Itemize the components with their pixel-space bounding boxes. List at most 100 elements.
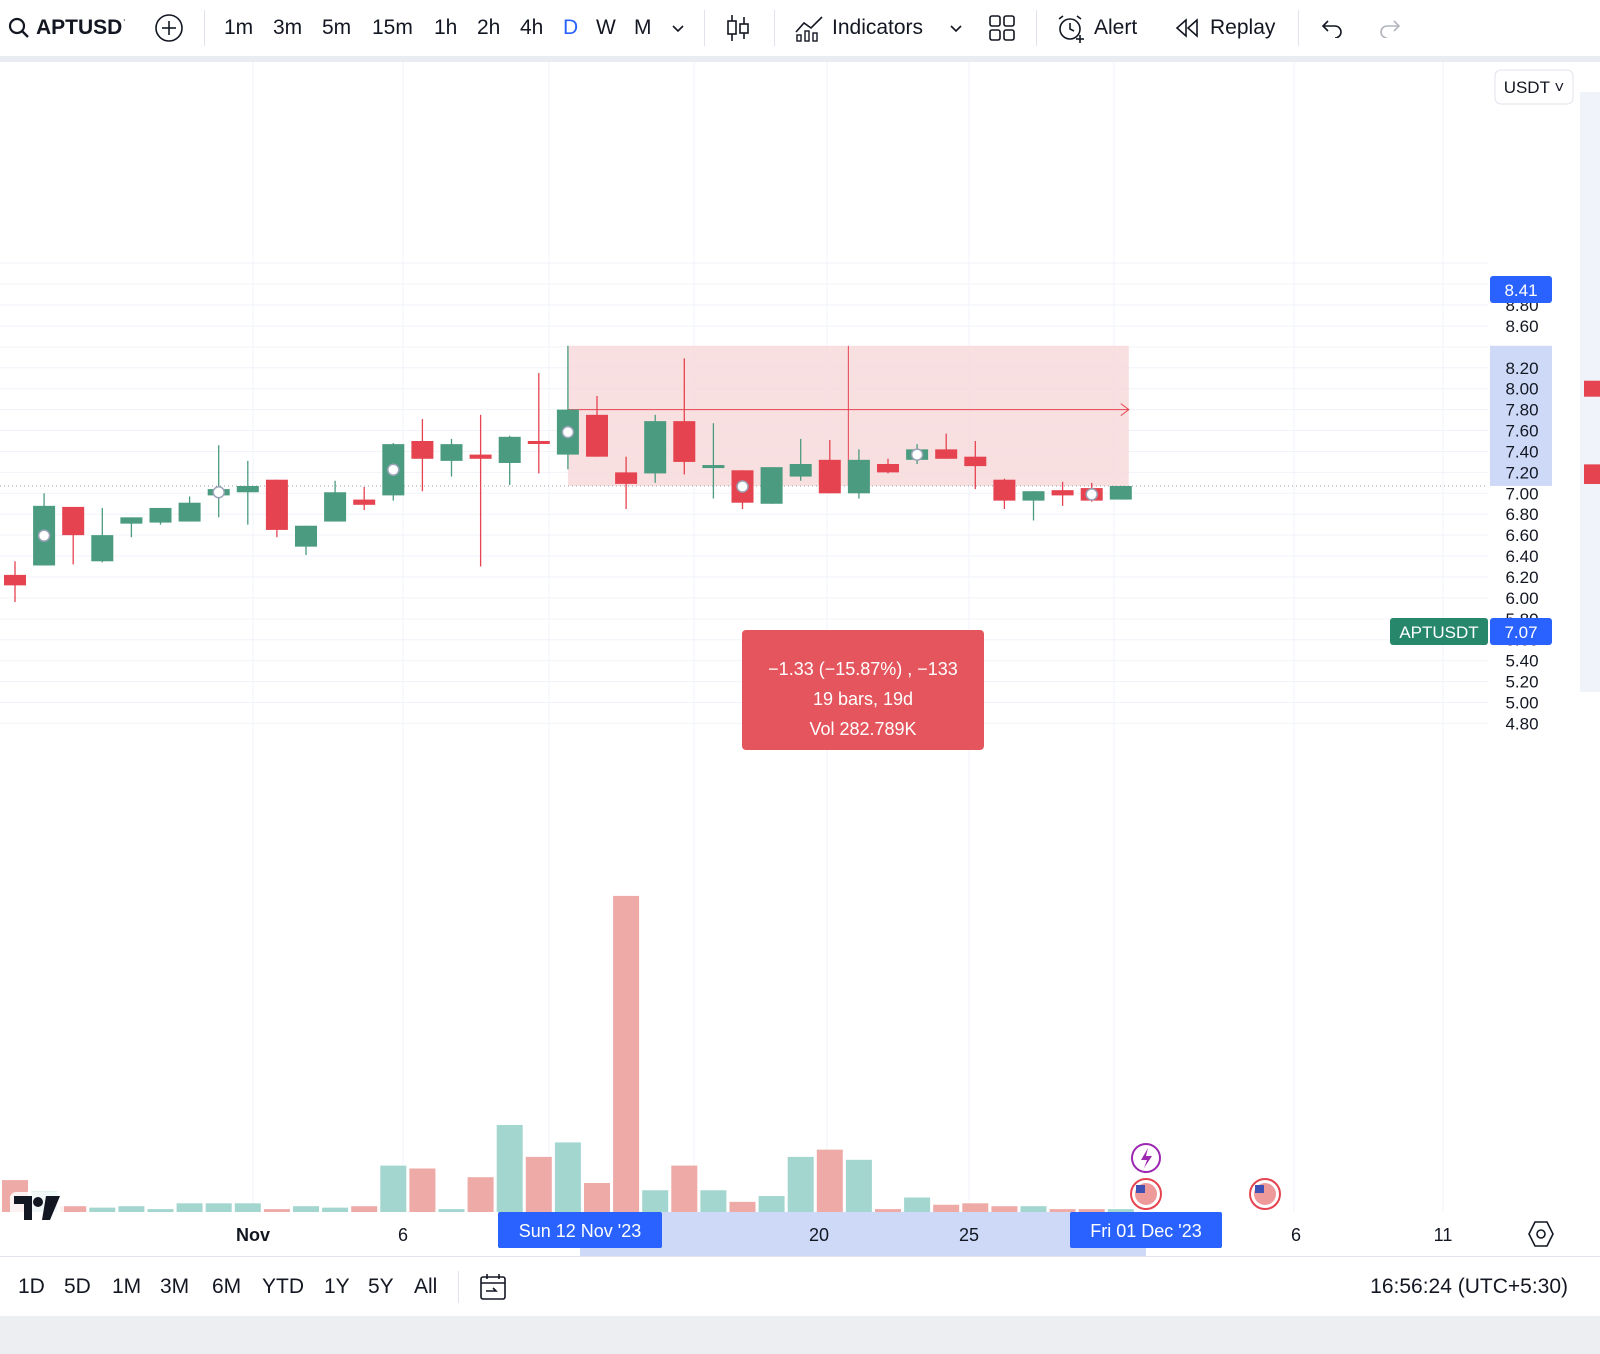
tradingview-logo[interactable]: [10, 1192, 64, 1232]
range-end-date-tag: Fri 01 Dec '23: [1070, 1212, 1222, 1248]
volume-bar: [147, 1209, 174, 1212]
volume-bar: [816, 1149, 843, 1212]
candle-body: [4, 574, 26, 586]
price-axis-label: 7.80: [1505, 401, 1538, 420]
range-3m[interactable]: 3M: [160, 1275, 190, 1298]
candle: [615, 456, 638, 509]
replay-button[interactable]: Replay: [1174, 0, 1275, 56]
volume-bar: [1049, 1209, 1076, 1212]
range-5d[interactable]: 5D: [64, 1275, 91, 1298]
price-axis-label: 6.20: [1505, 568, 1538, 587]
interval-M[interactable]: M: [634, 16, 652, 39]
range-all[interactable]: All: [414, 1275, 438, 1298]
price-axis-label: 7.00: [1505, 484, 1538, 503]
candle-body: [586, 414, 608, 457]
candle: [236, 460, 259, 525]
range-1d[interactable]: 1D: [18, 1275, 45, 1298]
event-marker-icon[interactable]: [1085, 488, 1098, 501]
range-start-date-tag: Sun 12 Nov '23: [498, 1212, 662, 1248]
layout-templates-button[interactable]: [988, 0, 1016, 56]
interval-1h[interactable]: 1h: [434, 16, 458, 39]
interval-4h[interactable]: 4h: [520, 16, 544, 39]
candle: [847, 449, 870, 499]
alert-label: Alert: [1094, 16, 1138, 39]
currency-selector-box: [1494, 69, 1574, 105]
price-chart[interactable]: 9.008.808.608.208.007.807.607.407.207.00…: [0, 62, 1600, 1256]
candle-body: [1051, 490, 1074, 496]
chart-area[interactable]: 9.008.808.608.208.007.807.607.407.207.00…: [0, 62, 1600, 1256]
range-6m[interactable]: 6M: [212, 1275, 242, 1298]
candle-body: [935, 449, 958, 459]
interval-dropdown-button[interactable]: [670, 0, 686, 56]
volume-bar: [496, 1125, 523, 1212]
interval-D[interactable]: D: [563, 16, 579, 39]
clock-timezone-button[interactable]: 16:56:24 (UTC+5:30): [1370, 1257, 1568, 1317]
price-axis-label: 5.40: [1505, 652, 1538, 671]
interval-3m[interactable]: 3m: [273, 16, 303, 39]
alert-price-marker[interactable]: [1584, 380, 1600, 397]
symbol-search-button[interactable]: APTUSD ˑ: [8, 0, 126, 56]
toolbar-divider: [1036, 10, 1037, 46]
price-axis-label: 5.00: [1505, 694, 1538, 713]
volume-bar: [787, 1156, 814, 1212]
time-axis[interactable]: Nov 6 20 25 6 11: [236, 1212, 1452, 1256]
chart-settings-button[interactable]: [1528, 1221, 1554, 1247]
interval-15m[interactable]: 15m: [372, 16, 413, 39]
price-range-highlight: [1490, 345, 1552, 486]
indicators-icon: [795, 16, 823, 42]
toolbar-divider: [704, 10, 705, 46]
measure-volume-text: Vol 282.789K: [809, 719, 916, 739]
range-ytd[interactable]: YTD: [262, 1275, 304, 1298]
redo-button[interactable]: [1378, 0, 1402, 56]
measure-tooltip-background: [742, 630, 984, 750]
event-marker-icon[interactable]: [212, 486, 225, 499]
event-marker-icon[interactable]: [561, 425, 575, 439]
volume-bar: [351, 1206, 378, 1212]
candle-body: [964, 456, 987, 467]
time-axis-label: 11: [1434, 1225, 1453, 1245]
range-1m[interactable]: 1M: [112, 1275, 142, 1298]
interval-5m[interactable]: 5m: [322, 16, 352, 39]
indicators-dropdown-button[interactable]: [948, 0, 964, 56]
interval-1m[interactable]: 1m: [224, 16, 254, 39]
currency-label: USDT ˅: [1504, 78, 1565, 97]
alert-price-marker[interactable]: [1584, 467, 1600, 484]
candle: [527, 373, 550, 474]
undo-button[interactable]: [1320, 0, 1344, 56]
bottom-panel-strip: [0, 1316, 1600, 1354]
event-marker-icon[interactable]: [37, 529, 51, 542]
event-markers: [37, 425, 1281, 1210]
alert-button[interactable]: Alert: [1056, 0, 1137, 56]
chart-type-button[interactable]: [724, 0, 752, 56]
interval-2h[interactable]: 2h: [477, 16, 501, 39]
time-axis-label: 25: [959, 1225, 979, 1245]
indicators-button[interactable]: Indicators: [794, 0, 923, 56]
interval-W[interactable]: W: [596, 16, 616, 39]
replay-label: Replay: [1210, 16, 1276, 39]
time-axis-label: 6: [1291, 1225, 1301, 1245]
range-1y[interactable]: 1Y: [324, 1275, 350, 1298]
candle: [964, 441, 987, 490]
candle: [644, 414, 667, 483]
candle: [877, 458, 899, 474]
volume-bar: [263, 1209, 290, 1212]
undo-icon: [1321, 20, 1342, 38]
compare-symbol-button[interactable]: [154, 0, 184, 56]
event-marker-icon[interactable]: [736, 480, 749, 493]
event-marker-icon[interactable]: [910, 448, 924, 461]
candle-body: [877, 464, 899, 473]
candle-body: [615, 472, 638, 484]
price-axis-label: 6.00: [1505, 589, 1538, 608]
price-axis-label: 8.00: [1505, 380, 1538, 399]
toolbar-divider: [458, 1271, 459, 1303]
volume-bar: [380, 1165, 407, 1212]
currency-selector[interactable]: USDT ˅: [1494, 69, 1574, 105]
event-marker-icon[interactable]: [387, 463, 400, 477]
rewind-icon: [1175, 18, 1198, 38]
price-axis-label: 4.80: [1505, 714, 1538, 733]
volume-bar: [467, 1177, 494, 1212]
go-to-date-button[interactable]: [478, 1257, 508, 1317]
volume-bar: [176, 1203, 203, 1212]
range-5y[interactable]: 5Y: [368, 1275, 394, 1298]
range-end-date-label: Fri 01 Dec '23: [1090, 1221, 1201, 1241]
